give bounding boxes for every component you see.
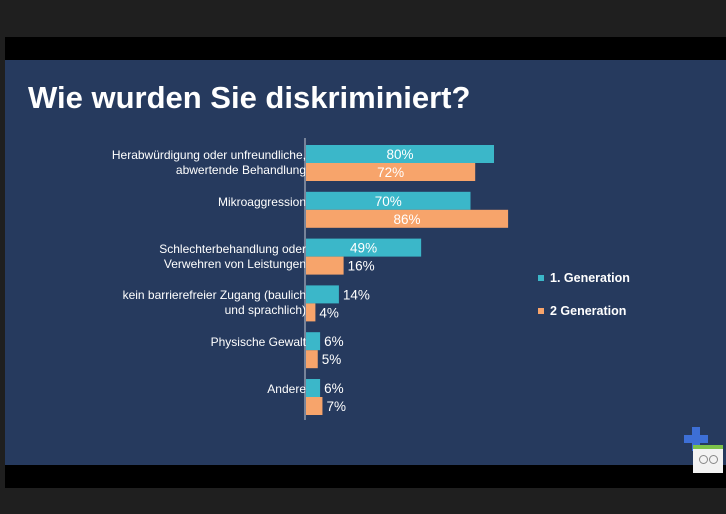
bar-series-1-cat-3	[306, 238, 422, 257]
slide-title: Wie wurden Sie diskriminiert?	[28, 80, 471, 115]
presentation-slide: Wie wurden Sie diskriminiert? 80% 72% 70% 8…	[5, 60, 726, 473]
legend-item-series-1: 1. Generation	[538, 270, 630, 286]
sticker-eye-left	[699, 455, 708, 464]
legend-item-series-2: 2 Generation	[538, 303, 630, 319]
bar-series-1-cat-5	[306, 332, 321, 351]
bar-series-2-cat-3	[306, 256, 344, 275]
bar-series-2-cat-5	[306, 350, 318, 369]
video-sticker-icon[interactable]	[693, 445, 723, 473]
category-label-3-line-2: Verwehren von Leistungen	[163, 256, 306, 271]
bar-series-2-cat-1	[306, 163, 476, 181]
category-label-1-line-1: Herabwürdigung oder unfreundliche,	[111, 148, 306, 162]
bar-series-1-cat-1	[306, 145, 494, 163]
data-label-series-2-cat-5: 5%	[322, 352, 342, 367]
legend-label-series-1: 1. Generation	[550, 271, 630, 285]
data-label-series-2-cat-6: 7%	[326, 399, 346, 414]
category-label-1: Herabwürdigung oder unfreundliche, abwert…	[112, 148, 306, 178]
legend-swatch-series-2	[538, 308, 544, 314]
bar-series-1-cat-6	[306, 379, 321, 397]
window-top-bar	[0, 0, 726, 37]
data-label-series-2-cat-1: 72%	[377, 165, 404, 180]
data-label-series-1-cat-4: 14%	[343, 287, 370, 302]
data-label-series-1-cat-1: 80%	[386, 147, 413, 162]
category-label-6: Andere	[267, 382, 306, 397]
data-label-series-2-cat-3: 16%	[348, 259, 375, 274]
bar-chart: 80% 72% 70% 86% 49% 16% 14% 4% 6% 5% 6% 7%	[304, 138, 509, 420]
category-label-3-line-1: Schlechterbehandlung oder	[159, 241, 306, 256]
plus-icon[interactable]	[684, 427, 708, 451]
sticker-eye-right	[709, 455, 718, 464]
data-label-series-1-cat-2: 70%	[375, 194, 402, 209]
category-label-1-line-2: abwertende Behandlung	[175, 163, 306, 177]
data-label-series-2-cat-4: 4%	[319, 305, 339, 320]
category-label-2-line-1: Mikroaggression	[217, 194, 306, 209]
data-label-series-1-cat-3: 49%	[350, 241, 377, 256]
plus-icon-vertical	[692, 427, 700, 451]
category-label-5: Physische Gewalt	[211, 335, 306, 350]
bar-series-2-cat-4	[306, 303, 316, 322]
bar-series-1-cat-4	[306, 285, 339, 304]
category-label-4-line-1: kein barrierefreier Zugang (baulich	[122, 288, 306, 303]
category-label-2: Mikroaggression	[218, 195, 306, 210]
chart-legend: 1. Generation 2 Generation	[538, 270, 630, 336]
category-label-3: Schlechterbehandlung oder Verwehren von L…	[159, 242, 306, 272]
bar-series-1-cat-2	[306, 191, 471, 210]
category-label-5-line-1: Physische Gewalt	[210, 335, 306, 350]
category-label-6-line-1: Andere	[267, 382, 306, 396]
legend-label-series-2: 2 Generation	[550, 304, 627, 318]
legend-swatch-series-1	[538, 275, 544, 281]
data-label-series-2-cat-2: 86%	[394, 212, 421, 227]
category-label-4-line-2: und sprachlich)	[224, 303, 306, 318]
bar-series-2-cat-2	[306, 209, 509, 228]
data-label-series-1-cat-6: 6%	[324, 381, 344, 396]
category-label-4: kein barrierefreier Zugang (baulich und s…	[123, 288, 306, 318]
data-label-series-1-cat-5: 6%	[324, 334, 344, 349]
bar-series-2-cat-6	[306, 397, 323, 415]
